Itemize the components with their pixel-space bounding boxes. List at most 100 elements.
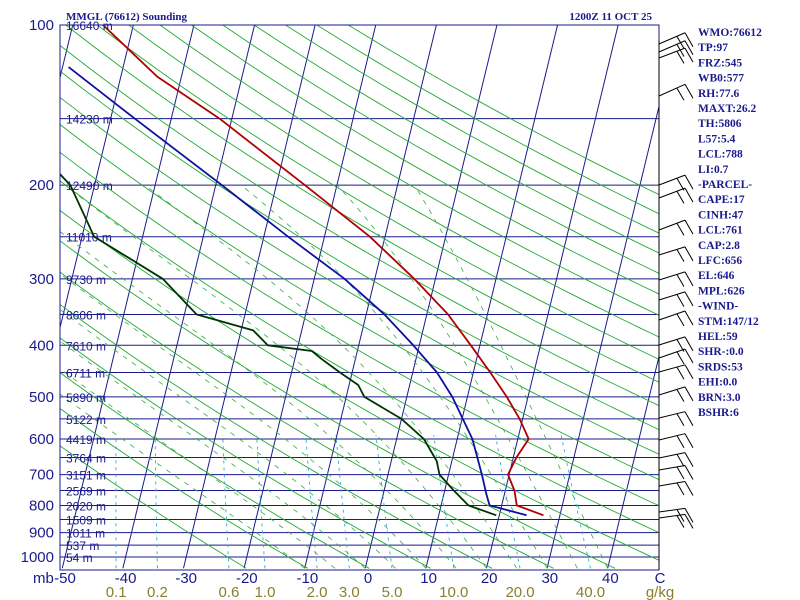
index-value: EL:646 <box>698 270 735 282</box>
index-value: EHI:0.0 <box>698 377 738 389</box>
mixing-ratio-label: 0.6 <box>219 584 240 600</box>
mixing-ratio-label: 5.0 <box>382 584 403 600</box>
mixing-ratio-label: 0.2 <box>147 584 168 600</box>
temperature-tick-label: 0 <box>364 570 372 587</box>
mixing-ratio-line <box>335 435 350 569</box>
wind-barb <box>658 336 694 352</box>
pressure-tick-label: 600 <box>29 431 54 448</box>
mixing-ratio-label: 40.0 <box>576 584 605 600</box>
dry-adiabat-line <box>96 25 659 360</box>
mixing-ratio-label: 0.1 <box>106 584 127 600</box>
sounding-profiles <box>60 25 544 517</box>
dry-adiabat-line <box>60 303 493 569</box>
chart-title: MMGL (76612) Sounding <box>66 11 188 23</box>
mixing-ratio-label: 1.0 <box>255 584 276 600</box>
dry-adiabat-line <box>65 25 659 383</box>
height-label: 16640 m <box>66 19 113 33</box>
isotherm-line <box>485 25 619 569</box>
temperature-tick-label: C <box>655 570 666 587</box>
isotherm-line <box>425 25 559 569</box>
wind-barbs <box>658 32 694 570</box>
temperature-tick-label: -30 <box>175 570 197 587</box>
index-value: STM:147/12 <box>698 316 759 328</box>
isotherm-line <box>61 25 195 569</box>
isotherm-line <box>122 25 256 569</box>
index-value: LFC:656 <box>698 255 742 267</box>
isotherm-line <box>546 104 659 569</box>
index-value: LCL:788 <box>698 149 743 161</box>
index-value: LI:0.7 <box>698 164 729 176</box>
dry-adiabat-line <box>60 337 431 569</box>
height-label: 12490 m <box>66 179 113 193</box>
dry-adiabat-line <box>60 372 370 569</box>
height-label: 1509 m <box>66 513 106 527</box>
pressure-tick-label: 100 <box>29 17 54 34</box>
height-label: 8606 m <box>66 308 106 322</box>
temperature-tick-label: -50 <box>54 570 76 587</box>
isotherm-line <box>182 25 316 569</box>
temperature-tick-label: -10 <box>297 570 319 587</box>
diagram-grid <box>60 25 659 569</box>
dry-adiabat-line <box>60 123 659 481</box>
index-value: RH:77.6 <box>698 88 739 100</box>
index-value: BSHR:6 <box>698 407 739 419</box>
temperature-tick-label: -40 <box>115 570 137 587</box>
height-label: 54 m <box>66 551 93 565</box>
height-label: 3151 m <box>66 469 106 483</box>
pressure-tick-label: 300 <box>29 271 54 288</box>
height-label: 2020 m <box>66 499 106 513</box>
height-label: 1011 m <box>66 527 105 541</box>
temperature-profile-line <box>102 25 544 517</box>
wind-barb <box>658 513 694 529</box>
temperature-tick-label: -20 <box>236 570 258 587</box>
mixing-ratio-label: 10.0 <box>439 584 468 600</box>
index-value: SHR-:0.0 <box>698 346 744 358</box>
wind-barb <box>658 47 694 64</box>
dry-adiabat-line <box>60 70 659 431</box>
height-label: 9730 m <box>66 273 106 287</box>
index-value: L57:5.4 <box>698 133 736 145</box>
index-value: CAPE:17 <box>698 194 745 206</box>
dry-adiabat-line <box>60 445 247 569</box>
pressure-tick-label: 900 <box>29 525 54 542</box>
wind-barb <box>658 83 694 101</box>
pressure-tick-label: 700 <box>29 467 54 484</box>
pressure-tick-label: 1000 <box>21 549 54 566</box>
wind-barb <box>658 452 694 467</box>
index-value: TH:5806 <box>698 118 742 130</box>
wind-barb <box>658 465 694 480</box>
mixing-ratio-label: 3.0 <box>339 584 360 600</box>
mixing-ratio-label: 20.0 <box>505 584 534 600</box>
moist-adiabat-line <box>144 184 518 569</box>
moist-adiabat-line <box>414 184 609 569</box>
isotherm-line <box>243 25 377 569</box>
dry-adiabat-line <box>128 25 659 338</box>
index-value: WMO:76612 <box>698 27 762 39</box>
temperature-tick-label: 40 <box>602 570 619 587</box>
dry-adiabat-line <box>60 271 554 569</box>
wind-barb <box>658 246 694 262</box>
wind-barb <box>658 364 694 380</box>
moist-adiabat-line <box>60 273 427 569</box>
height-label: 5122 m <box>66 413 106 427</box>
moist-adiabat-line <box>60 393 305 569</box>
wind-barb <box>658 174 694 191</box>
index-value: FRZ:545 <box>698 57 742 69</box>
height-label: 5890 m <box>66 391 106 405</box>
mixing-ratio-line <box>154 435 158 569</box>
index-value: -WIND- <box>698 301 738 313</box>
dry-adiabat-line <box>191 25 659 295</box>
mixing-ratio-unit-label: g/kg <box>646 584 674 600</box>
wind-barb <box>658 507 694 523</box>
dry-adiabat-line <box>60 407 308 569</box>
index-value: LCL:761 <box>698 225 743 237</box>
dry-adiabat-line <box>60 180 659 534</box>
index-value: -PARCEL- <box>698 179 752 191</box>
isotherm-line <box>607 354 659 569</box>
wind-barb <box>658 219 694 236</box>
dry-adiabat-line <box>222 25 659 274</box>
temperature-tick-label: 30 <box>541 570 558 587</box>
moist-adiabat-line <box>60 309 396 569</box>
